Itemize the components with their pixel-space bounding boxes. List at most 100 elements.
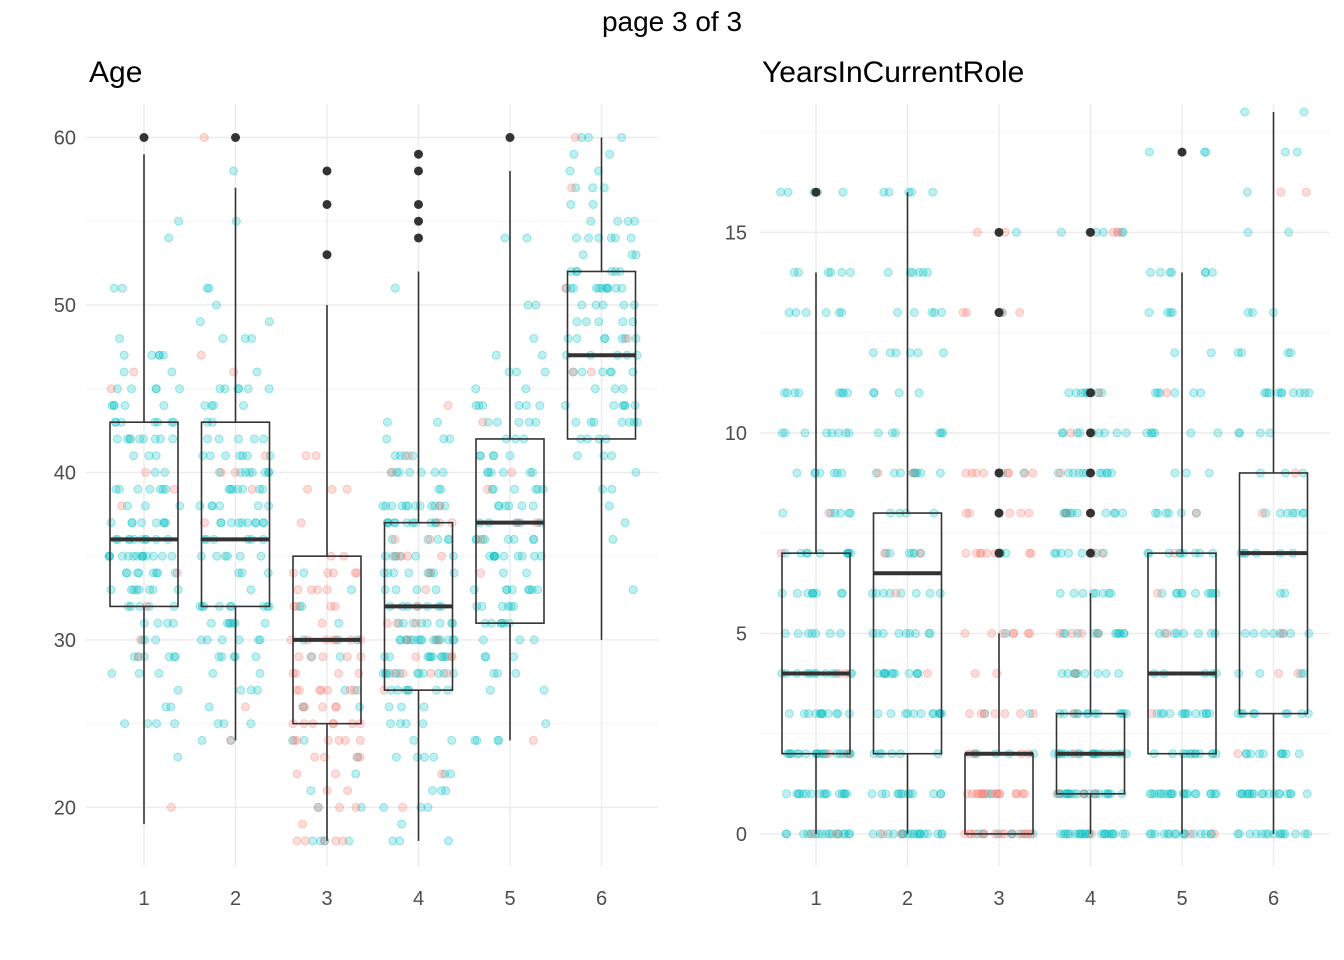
jitter-point-b [1146,428,1156,438]
jitter-point-b [1170,388,1180,398]
jitter-point-b [839,789,849,799]
jitter-point-b [1242,187,1252,197]
jitter-point-a [1016,709,1026,719]
jitter-point-b [791,308,801,317]
jitter-point-b [430,467,440,477]
jitter-point-b [244,467,254,477]
jitter-point-a [391,551,401,561]
jitter-point-b [929,789,939,799]
jitter-point-a [404,451,413,461]
jitter-point-b [127,518,137,528]
box-category-1 [109,132,179,825]
jitter-point-b [844,508,854,518]
jitter-point-b [1233,829,1243,839]
jitter-point-b [883,267,893,277]
outlier-point [994,227,1004,237]
jitter-point-b [1109,829,1119,839]
x-tick-label: 2 [902,888,913,910]
jitter-point-b [1238,789,1247,799]
jitter-point-b [1146,829,1156,839]
jitter-point-b [909,829,919,839]
jitter-point-a [355,735,365,745]
jitter-point-a [568,367,578,377]
jitter-point-a [961,548,971,558]
y-tick-label: 20 [54,797,76,819]
jitter-point-b [1114,628,1124,638]
jitter-point-b [386,467,396,477]
jitter-point-b [606,233,616,243]
jitter-point-b [1156,267,1165,277]
jitter-point-b [480,534,490,544]
jitter-point-a [351,802,361,812]
jitter-point-b [812,588,821,598]
jitter-point-a [1093,628,1103,638]
jitter-point-b [521,401,531,410]
jitter-point-a [1257,508,1267,518]
jitter-point-b [893,789,903,799]
jitter-point-b [1112,628,1122,638]
jitter-point-b [435,501,445,511]
jitter-point-b [794,789,804,799]
jitter-point-a [976,789,986,799]
jitter-point-b [1280,147,1290,157]
jitter-point-a [1016,508,1026,518]
jitter-point-b [904,669,914,678]
jitter-point-a [350,568,360,578]
jitter-point-b [927,308,937,317]
jitter-point-a [960,628,970,638]
jitter-point-b [112,434,122,444]
jitter-point-b [111,484,121,494]
jitter-point-b [1163,789,1173,799]
jitter-point-b [896,588,906,598]
jitter-point-a [873,468,883,478]
jitter-point-b [494,501,504,511]
jitter-point-b [1258,749,1268,759]
jitter-point-b [572,334,582,343]
jitter-point-b [782,829,792,839]
jitter-point-b [935,428,945,438]
jitter-point-b [237,568,247,578]
jitter-point-b [485,685,495,695]
jitter-point-b [821,829,831,839]
jitter-point-b [439,434,449,444]
jitter-point-b [1061,508,1071,518]
jitter-point-a [141,467,151,477]
jitter-point-b [1104,588,1114,598]
jitter-point-b [1202,709,1211,719]
jitter-point-b [164,652,174,662]
jitter-point-a [1191,508,1201,518]
jitter-point-b [606,367,616,377]
jitter-point-b [801,308,811,317]
outlier-point [1086,468,1095,478]
jitter-point-a [331,702,341,712]
jitter-point-b [195,501,205,511]
jitter-point-b [236,467,245,477]
jitter-point-b [1164,829,1174,839]
jitter-point-b [1051,548,1061,558]
jitter-point-b [531,484,541,494]
jitter-point-b [1165,308,1175,317]
jitter-point-a [352,568,362,578]
jitter-point-a [1097,548,1107,558]
jitter-point-b [1206,829,1216,839]
jitter-point-b [577,367,587,377]
jitter-point-b [1196,829,1206,839]
jitter-point-b [175,384,184,394]
jitter-point-b [417,635,427,645]
jitter-point-b [483,417,493,427]
jitter-point-b [117,551,127,561]
jitter-point-b [488,484,498,494]
jitter-point-b [478,534,488,544]
jitter-point-b [164,233,174,243]
jitter-point-b [1091,588,1101,598]
jitter-point-b [448,668,458,678]
x-tick-label: 3 [993,888,1004,910]
jitter-point-b [151,384,161,394]
jitter-point-b [610,384,620,394]
jitter-point-a [294,652,304,662]
jitter-point-b [251,652,261,662]
jitter-point-a [961,508,971,518]
jitter-point-a [169,484,179,494]
jitter-point-b [840,829,850,839]
jitter-point-b [138,551,148,561]
